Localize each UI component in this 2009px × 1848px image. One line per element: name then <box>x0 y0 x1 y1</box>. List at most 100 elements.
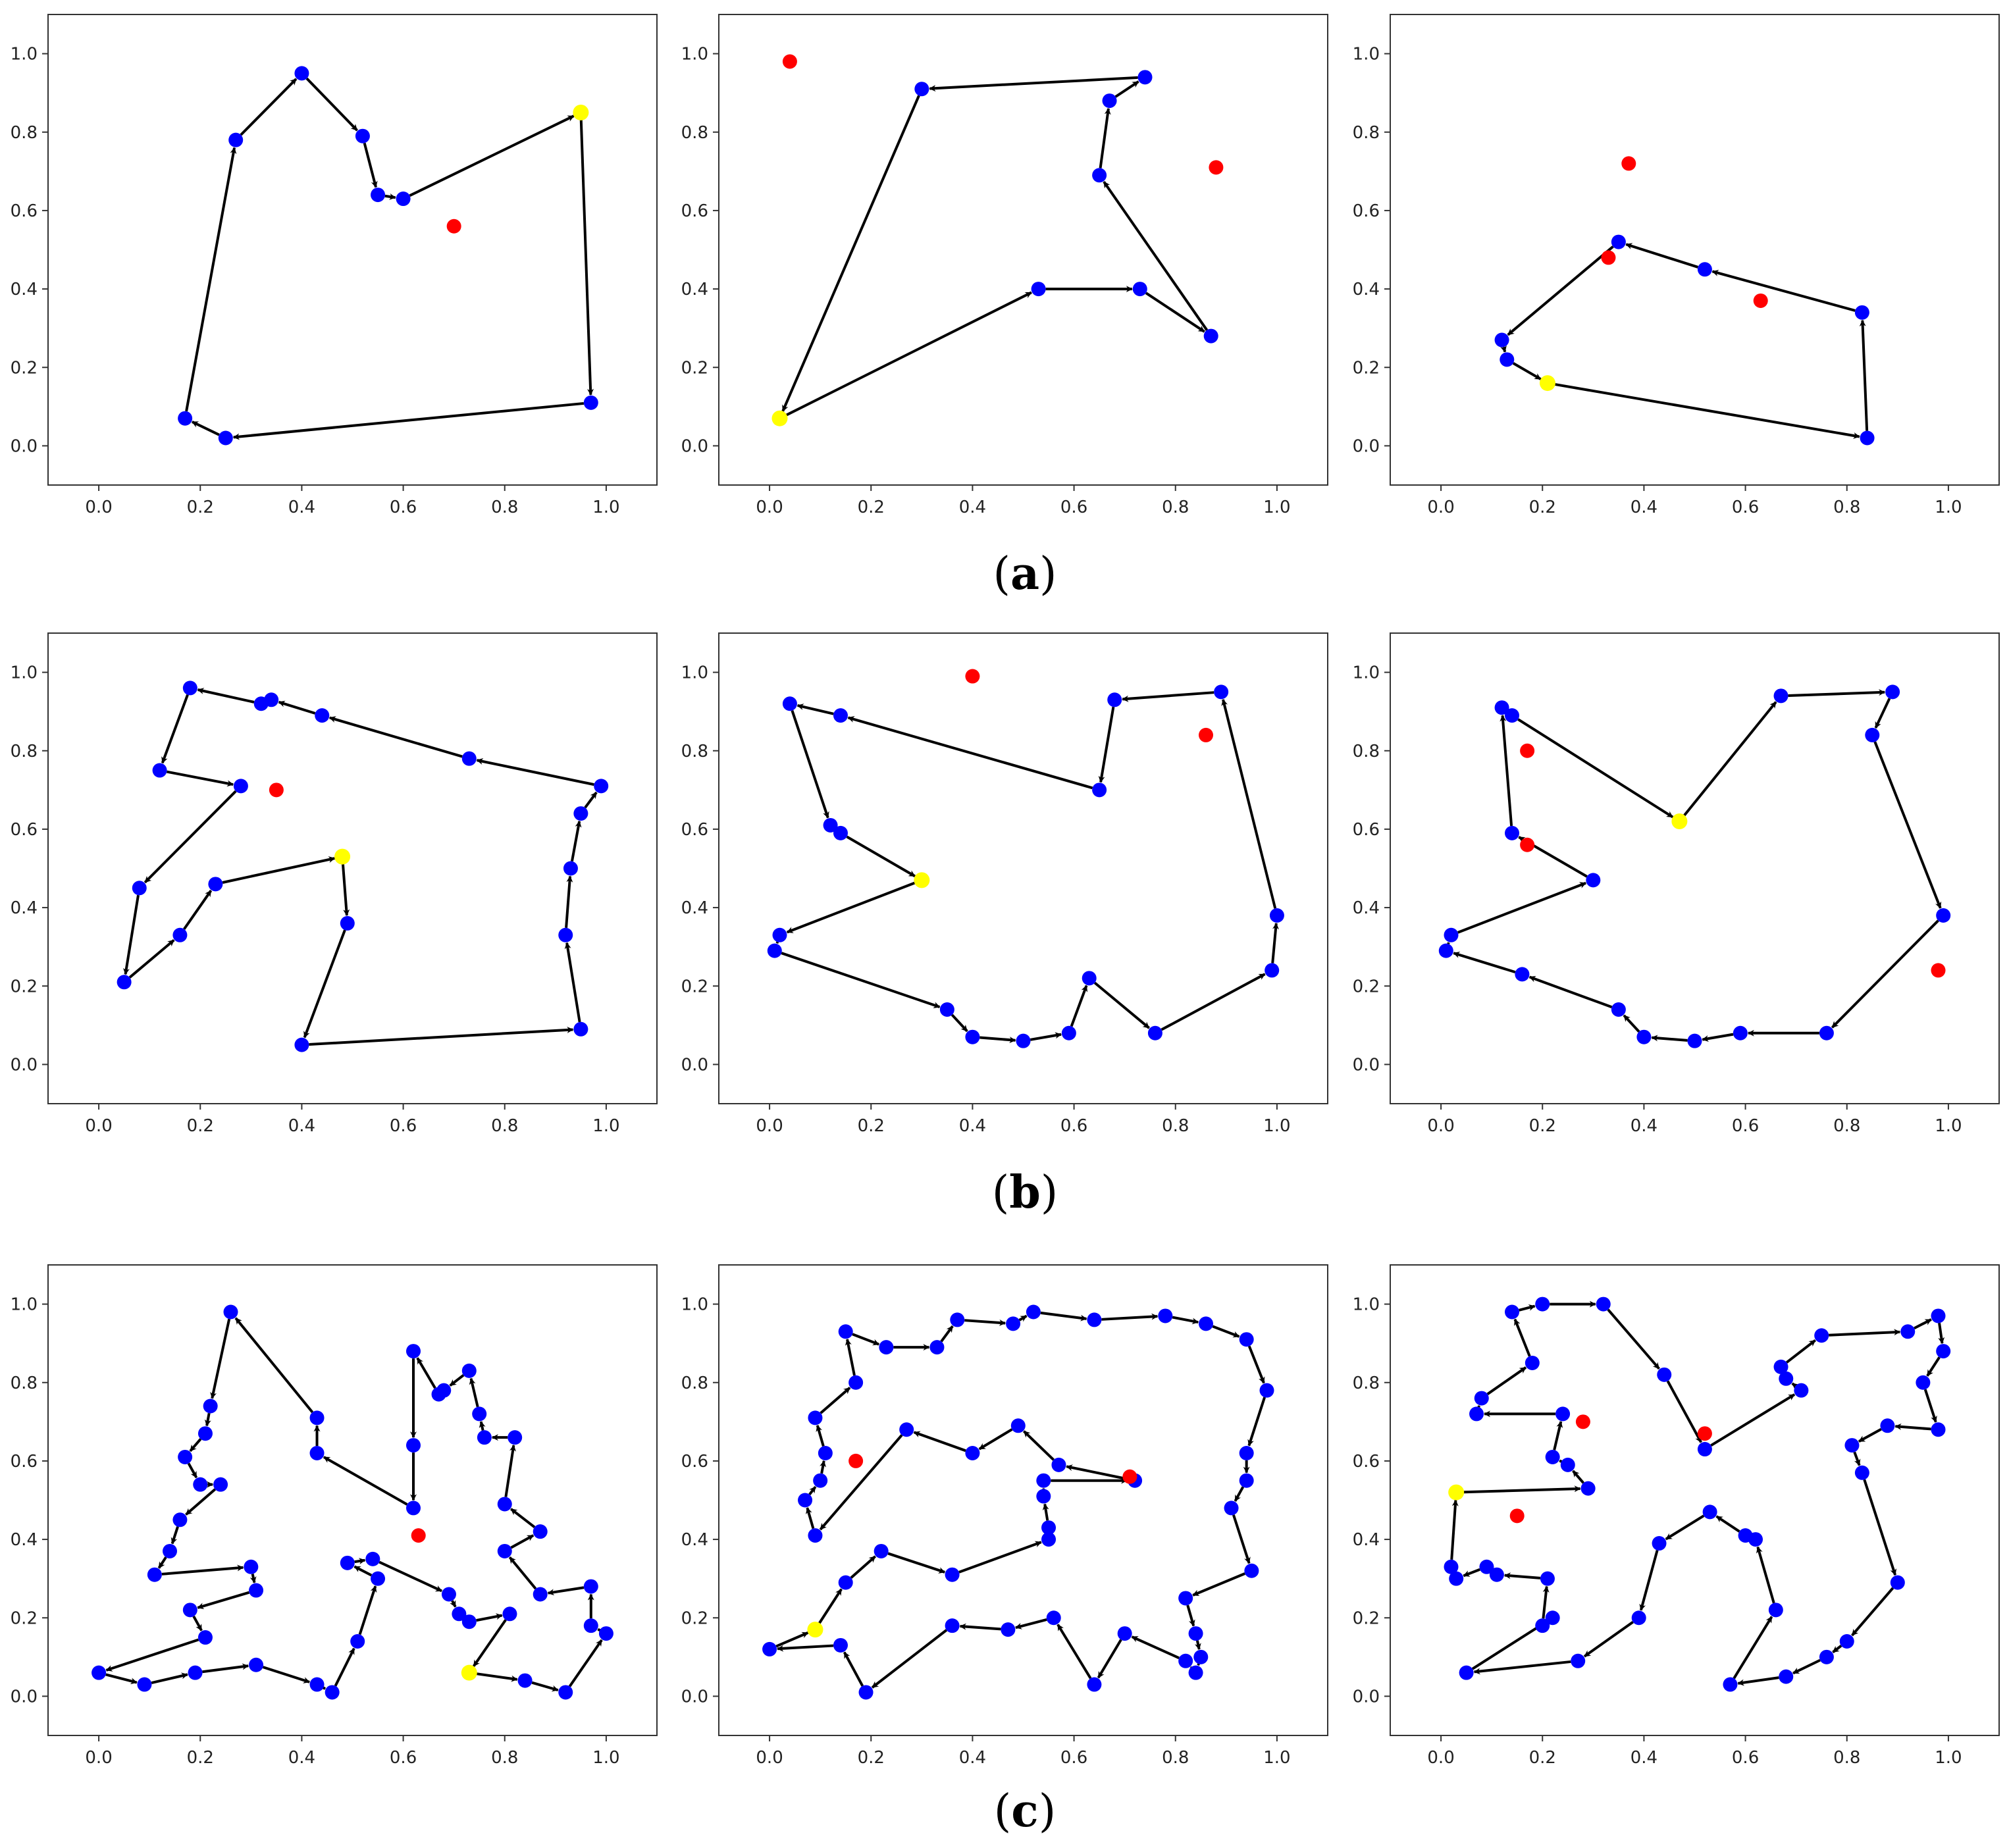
tour-edge <box>940 1325 954 1343</box>
y-tick-label: 0.6 <box>11 820 38 840</box>
tour-edge <box>1486 1366 1527 1395</box>
outlier-point <box>269 783 284 798</box>
tour-node <box>461 751 477 766</box>
tour-edge <box>565 875 573 928</box>
tour-edge <box>816 1424 825 1447</box>
start-node <box>334 848 351 865</box>
tour-edge <box>1873 741 1942 909</box>
y-tick-label: 0.2 <box>681 977 708 996</box>
tour-node <box>1854 1465 1869 1480</box>
tour-node <box>833 1637 848 1653</box>
tour-node <box>762 1641 777 1656</box>
tour-node <box>1117 1626 1132 1641</box>
outlier-point <box>1209 160 1224 175</box>
tour-edge <box>183 890 213 930</box>
tour-node <box>182 680 197 696</box>
tour-node <box>1092 168 1107 183</box>
x-tick-label: 0.4 <box>1631 498 1657 517</box>
tour-node <box>833 825 848 840</box>
tour-edge <box>234 1317 314 1414</box>
x-tick-label: 0.0 <box>85 498 112 517</box>
tour-node <box>1540 1571 1555 1586</box>
tour-node <box>396 192 411 207</box>
tour-edge <box>777 1644 834 1652</box>
tour-edge <box>1500 345 1507 353</box>
tour-edge <box>1665 1514 1705 1541</box>
y-tick-label: 1.0 <box>1353 663 1380 683</box>
tour-edge <box>249 1574 257 1583</box>
tour-node <box>1560 1457 1575 1472</box>
start-node <box>1671 813 1688 829</box>
x-tick-label: 0.6 <box>390 1116 417 1136</box>
tour-edge <box>1715 1515 1740 1533</box>
tour-node <box>1469 1406 1484 1422</box>
tour-edge <box>1607 1308 1660 1370</box>
x-tick-label: 0.8 <box>1833 1116 1860 1136</box>
x-tick-label: 0.4 <box>959 1116 986 1136</box>
tour-edge <box>1099 107 1111 168</box>
tour-edge <box>1938 1323 1945 1345</box>
tour-node <box>945 1567 960 1582</box>
tour-node <box>1031 282 1046 297</box>
tour-edge <box>978 1428 1013 1450</box>
tour-edge <box>1101 1313 1159 1321</box>
y-tick-label: 1.0 <box>1353 1295 1380 1315</box>
tour-node <box>808 1528 823 1543</box>
tour-node <box>249 1583 264 1598</box>
tour-edge <box>785 291 1032 417</box>
chart-c-1: 0.0 0.2 0.4 0.6 0.8 1.0 0.0 0.2 0.4 0.6 0.8 1.0 <box>11 1264 658 1768</box>
outlier-point <box>1697 1426 1712 1441</box>
x-tick-label: 1.0 <box>592 1748 619 1768</box>
start-node <box>771 410 788 426</box>
x-tick-label: 1.0 <box>1935 1116 1962 1136</box>
tour-node <box>1865 727 1880 742</box>
y-tick-label: 0.8 <box>681 742 708 761</box>
tour-edge <box>959 1623 1001 1631</box>
tour-edge <box>1186 1604 1195 1627</box>
outlier-point <box>1509 1508 1525 1524</box>
tour-node <box>965 1029 980 1044</box>
start-node <box>573 104 589 120</box>
tour-edge <box>305 77 358 132</box>
tour-node <box>1061 1025 1076 1040</box>
tour-edge <box>222 856 336 884</box>
tour-edge <box>318 1683 326 1690</box>
y-tick-label: 0.8 <box>1353 742 1380 761</box>
tour-node <box>1931 1422 1946 1437</box>
tour-node <box>340 1555 355 1570</box>
tour-node <box>1768 1603 1783 1618</box>
tour-node <box>914 82 929 97</box>
tour-node <box>233 779 248 794</box>
tour-node <box>1571 1653 1586 1668</box>
tour-edge <box>1097 1639 1122 1679</box>
tour-node <box>371 188 386 203</box>
tour-node <box>309 1410 325 1425</box>
y-tick-label: 0.4 <box>681 1530 708 1550</box>
tour-edge <box>1831 919 1939 1029</box>
tour-edge <box>1894 1423 1931 1431</box>
tour-edge <box>157 1556 167 1569</box>
y-tick-label: 0.6 <box>1353 1452 1380 1472</box>
tour-edge <box>1559 1459 1567 1467</box>
x-tick-label: 1.0 <box>1263 498 1290 517</box>
tour-node <box>594 779 609 794</box>
y-tick-label: 0.0 <box>681 1055 708 1075</box>
outlier-point <box>446 218 461 234</box>
y-tick-label: 0.6 <box>681 201 708 221</box>
tour-node <box>1738 1528 1753 1543</box>
y-tick-label: 0.8 <box>11 742 38 761</box>
tour-node <box>355 128 370 143</box>
tour-node <box>137 1677 152 1692</box>
tour-edge <box>510 1534 535 1549</box>
tour-edge <box>1512 362 1542 380</box>
tour-node <box>1733 1025 1748 1040</box>
row-label-a: a <box>1010 548 1039 600</box>
tour-node <box>1657 1367 1672 1382</box>
tour-edge <box>1786 1339 1816 1364</box>
x-tick-label: 0.6 <box>1732 1748 1759 1768</box>
tour-edge <box>128 938 175 979</box>
tour-node <box>223 1304 238 1320</box>
y-tick-label: 0.2 <box>11 1608 38 1628</box>
tour-node <box>1880 1418 1895 1433</box>
tour-node <box>1494 332 1509 347</box>
